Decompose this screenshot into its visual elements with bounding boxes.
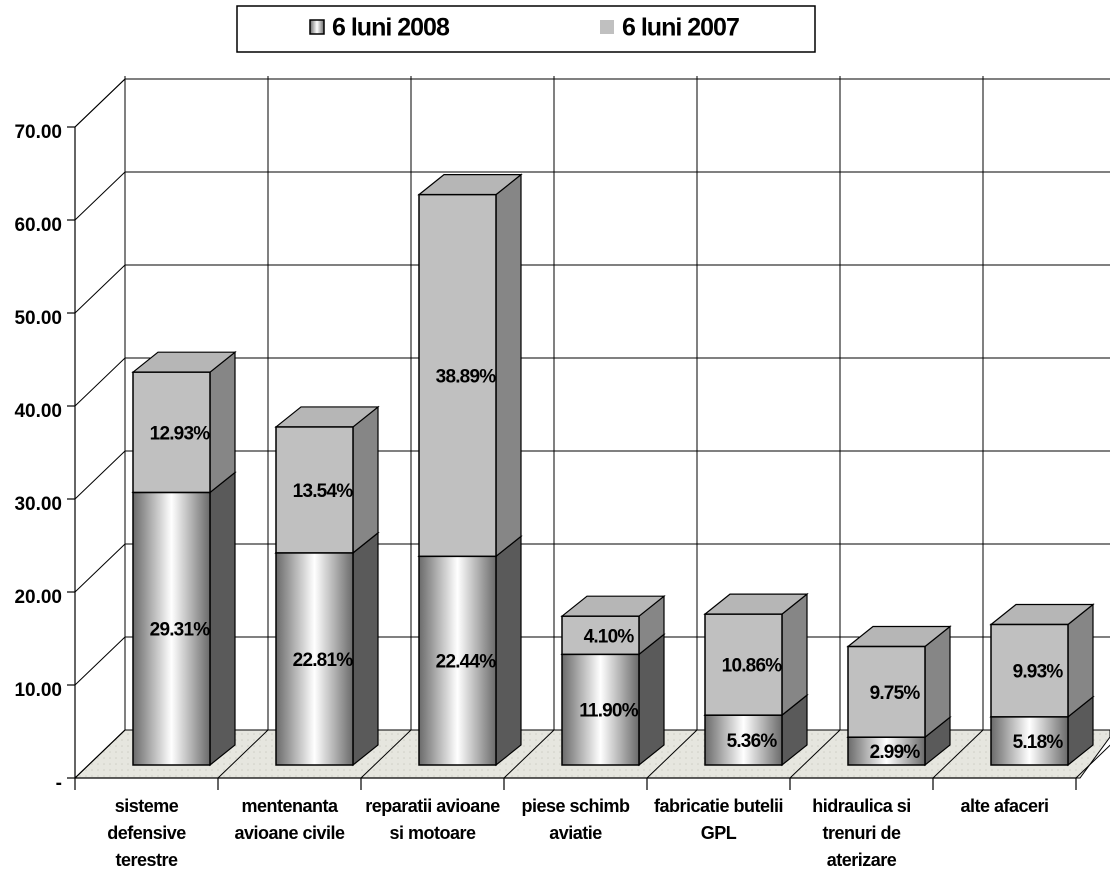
grid-line [74,543,126,593]
grid-line [74,78,126,128]
y-tick-label: 30.00 [14,494,62,515]
data-label: 12.93% [150,423,211,444]
bar [561,615,640,656]
bar-side [209,471,236,767]
data-label: 10.86% [722,656,783,677]
data-label: 5.36% [727,731,778,752]
x-tick-label: sisteme defensive terestre [107,796,186,870]
data-label: 9.93% [1013,662,1064,683]
bar-side [352,405,379,555]
legend-label: 6 luni 2007 [622,14,739,42]
data-label: 9.75% [870,683,921,704]
bar [704,714,783,766]
bar [418,555,497,766]
x-tick-label: piese schimb aviatie [521,796,630,843]
data-label: 11.90% [579,701,638,722]
floor-line [646,729,698,779]
grid-line [74,171,126,221]
legend-swatch [600,20,614,34]
bar [704,613,783,716]
grid-line [74,357,126,407]
grid-line [74,450,126,500]
y-tick-label: 10.00 [14,680,62,701]
data-label: 22.44% [436,652,497,673]
grid-line [74,729,126,779]
bar [418,193,497,558]
bar [561,653,640,766]
floor-line [932,729,984,779]
bar-side [638,633,665,767]
y-tick-label: - [56,773,62,794]
x-tick-label: mentenanta avioane civile [234,796,345,843]
bar-side [209,350,236,494]
floor-line [360,729,412,779]
bar [132,371,211,494]
bar [275,552,354,766]
y-tick-label: 60.00 [14,215,62,236]
bar [132,491,211,766]
x-tick-label: fabricatie butelii GPL [653,796,784,843]
y-tick-label: 50.00 [14,308,62,329]
x-tick-label: alte afaceri [960,796,1049,816]
bar-side [495,535,522,767]
bar-side [495,173,522,558]
y-tick-label: 40.00 [14,401,62,422]
x-tick-label: reparatii avioane si motoare [365,796,500,843]
data-label: 2.99% [870,742,921,763]
data-label: 13.54% [293,481,354,502]
legend-label: 6 luni 2008 [332,14,450,42]
data-label: 22.81% [293,650,354,671]
bar [847,645,926,738]
data-label: 4.10% [584,626,635,647]
y-tick-label: 70.00 [14,122,62,143]
legend-swatch [309,19,325,35]
floor-line [789,729,841,779]
grid-line [74,636,126,686]
x-tick-label: hidraulica si trenuri de aterizare [812,796,911,870]
y-tick-label: 20.00 [14,587,62,608]
data-label: 29.31% [150,620,211,641]
bar-side [781,592,808,717]
floor-line [1075,744,1110,779]
bar [990,623,1069,718]
floor-line [217,729,269,779]
data-label: 5.18% [1013,732,1064,753]
bar [990,716,1069,766]
floor-line [503,729,555,779]
grid-line [74,264,126,314]
bar [275,426,354,554]
bar-side [352,531,379,767]
data-label: 38.89% [436,366,497,387]
legend-box [236,5,816,53]
